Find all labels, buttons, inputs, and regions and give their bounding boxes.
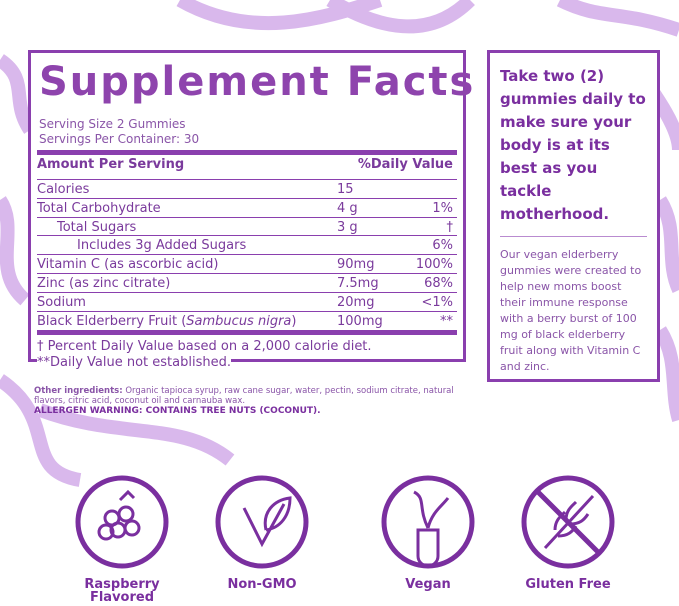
amount: 4 g — [337, 200, 358, 216]
facts-row: Total Sugars 3 g † — [37, 216, 457, 237]
nutrient-name-part: Total Sugars — [57, 219, 137, 235]
nutrient-name-part: Sambucus nigra — [186, 313, 292, 329]
facts-row: Total Carbohydrate 4 g 1% — [37, 197, 457, 218]
nutrient-name: Includes 3g Added Sugars — [37, 238, 246, 253]
nutrient-name: Total Carbohydrate — [37, 201, 161, 216]
ingredients-text: Organic tapioca syrup, raw cane sugar, w… — [34, 386, 454, 406]
badge-label: Non-GMO — [227, 577, 297, 592]
nutrient-name-part: Calories — [37, 182, 90, 197]
badge-label: Vegan — [405, 577, 451, 592]
facts-row: Includes 3g Added Sugars 6% — [37, 235, 457, 255]
nutrient-name-part: Zinc (as zinc citrate) — [37, 276, 171, 291]
nutrient-name-part: Sodium — [37, 294, 86, 310]
ingredients: Other ingredients: Organic tapioca syrup… — [34, 386, 454, 416]
side-heading: Take two (2) gummies daily to make sure … — [500, 67, 646, 223]
ingredients-label: Other ingredients: — [34, 386, 123, 396]
header-dv: %Daily Value — [357, 157, 453, 172]
serving-size: Serving Size 2 Gummies — [39, 117, 186, 131]
daily-value: 1% — [432, 200, 453, 216]
nutrient-name-part: Vitamin C (as ascorbic acid) — [37, 257, 219, 273]
header-row: Amount Per Serving %Daily Value — [37, 150, 457, 175]
daily-value: ** — [440, 313, 453, 329]
nutrient-name: Sodium — [37, 295, 86, 310]
side-panel: Take two (2) gummies daily to make sure … — [487, 50, 660, 382]
facts-row: Sodium 20mg <1% — [37, 291, 457, 312]
facts-row: Calories 15 — [37, 179, 457, 199]
footnote: † Percent Daily Value based on a 2,000 c… — [37, 339, 372, 354]
nutrient-name: Vitamin C (as ascorbic acid) — [37, 257, 218, 272]
daily-value: <1% — [421, 294, 453, 310]
daily-value: 68% — [424, 276, 453, 291]
facts-title: Supplement Facts — [39, 59, 476, 105]
amount: 100mg — [337, 313, 383, 329]
amount: 90mg — [337, 257, 375, 273]
daily-value: 100% — [415, 257, 453, 273]
daily-value: † — [446, 219, 454, 235]
nutrient-name: Zinc (as zinc citrate) — [37, 276, 170, 291]
header-amount: Amount Per Serving — [37, 157, 185, 172]
daily-value: 6% — [432, 238, 453, 254]
badge-label: Raspberry Flavored — [84, 577, 160, 605]
rule — [37, 330, 457, 335]
footnote: **Daily Value not established. — [37, 355, 231, 370]
nutrient-name-part: ) — [291, 313, 297, 329]
facts-row: Vitamin C (as ascorbic acid) 90mg 100% — [37, 254, 457, 274]
facts-row: Black Elderberry Fruit (Sambucus nigra) 1… — [37, 310, 457, 331]
amount: 7.5mg — [337, 276, 379, 291]
badge-icons — [75, 475, 615, 569]
nutrient-name-part: Total Carbohydrate — [37, 200, 161, 216]
side-body: Our vegan elderberry gummies were create… — [500, 236, 647, 375]
nutrient-name: Total Sugars — [37, 220, 136, 235]
amount: 20mg — [337, 294, 375, 310]
nutrient-name-part: Black Elderberry Fruit ( — [37, 313, 187, 329]
nutrient-name: Calories — [37, 182, 89, 197]
nutrient-name-part: Includes 3g Added Sugars — [77, 238, 247, 254]
badge-label: Gluten Free — [525, 577, 611, 592]
servings-per-container: Servings Per Container: 30 — [39, 132, 200, 146]
facts-row: Zinc (as zinc citrate) 7.5mg 68% — [37, 273, 457, 293]
facts-panel: Supplement Facts Serving Size 2 Gummies … — [28, 50, 473, 370]
nutrient-name: Black Elderberry Fruit (Sambucus nigra) — [37, 314, 296, 329]
amount: 15 — [337, 182, 354, 197]
amount: 3 g — [337, 219, 358, 235]
allergen: ALLERGEN WARNING: CONTAINS TREE NUTS (CO… — [34, 406, 321, 416]
